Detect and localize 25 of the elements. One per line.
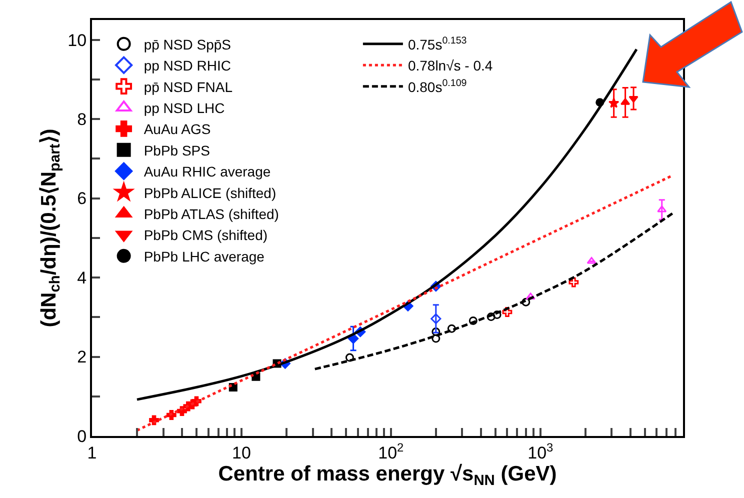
- legend-label: pp̄ NSD FNAL: [144, 78, 233, 95]
- legend-label: pp NSD RHIC: [144, 58, 231, 74]
- legend-label: PbPb SPS: [144, 142, 210, 158]
- legend-label: 0.80s$^{0.109}$: [408, 78, 467, 95]
- y-tick-label: 8: [77, 110, 87, 129]
- y-tick-label: 0: [77, 426, 87, 446]
- legend-label: PbPb LHC average: [144, 248, 265, 264]
- legend-label: PbPb CMS (shifted): [144, 227, 268, 244]
- legend-label: AuAu AGS: [144, 121, 211, 138]
- legend-label: AuAu RHIC average: [144, 164, 271, 180]
- legend-label: PbPb ATLAS (shifted): [144, 206, 279, 222]
- x-axis-title: Centre of mass energy √s$_{NN}$ (GeV): [218, 462, 557, 489]
- x-tick-label: 10$^{2}$: [378, 440, 404, 462]
- legend-label: 0.78ln√s - 0.4: [408, 58, 493, 74]
- y-tick-label: 4: [77, 268, 87, 288]
- y-tick-label: 10: [68, 30, 87, 50]
- x-tick-label: 1: [87, 443, 97, 462]
- legend-label: pp NSD LHC: [144, 100, 225, 116]
- legend-label: 0.75s$^{0.153}$: [408, 36, 468, 52]
- legend-label: pp̄ NSD Spp̄S: [144, 36, 231, 52]
- y-tick-label: 6: [77, 189, 87, 208]
- x-tick-label: 10$^{3}$: [528, 440, 554, 462]
- x-tick-label: 10: [232, 443, 251, 462]
- y-tick-label: 2: [77, 348, 87, 367]
- legend-label: PbPb ALICE (shifted): [144, 184, 276, 201]
